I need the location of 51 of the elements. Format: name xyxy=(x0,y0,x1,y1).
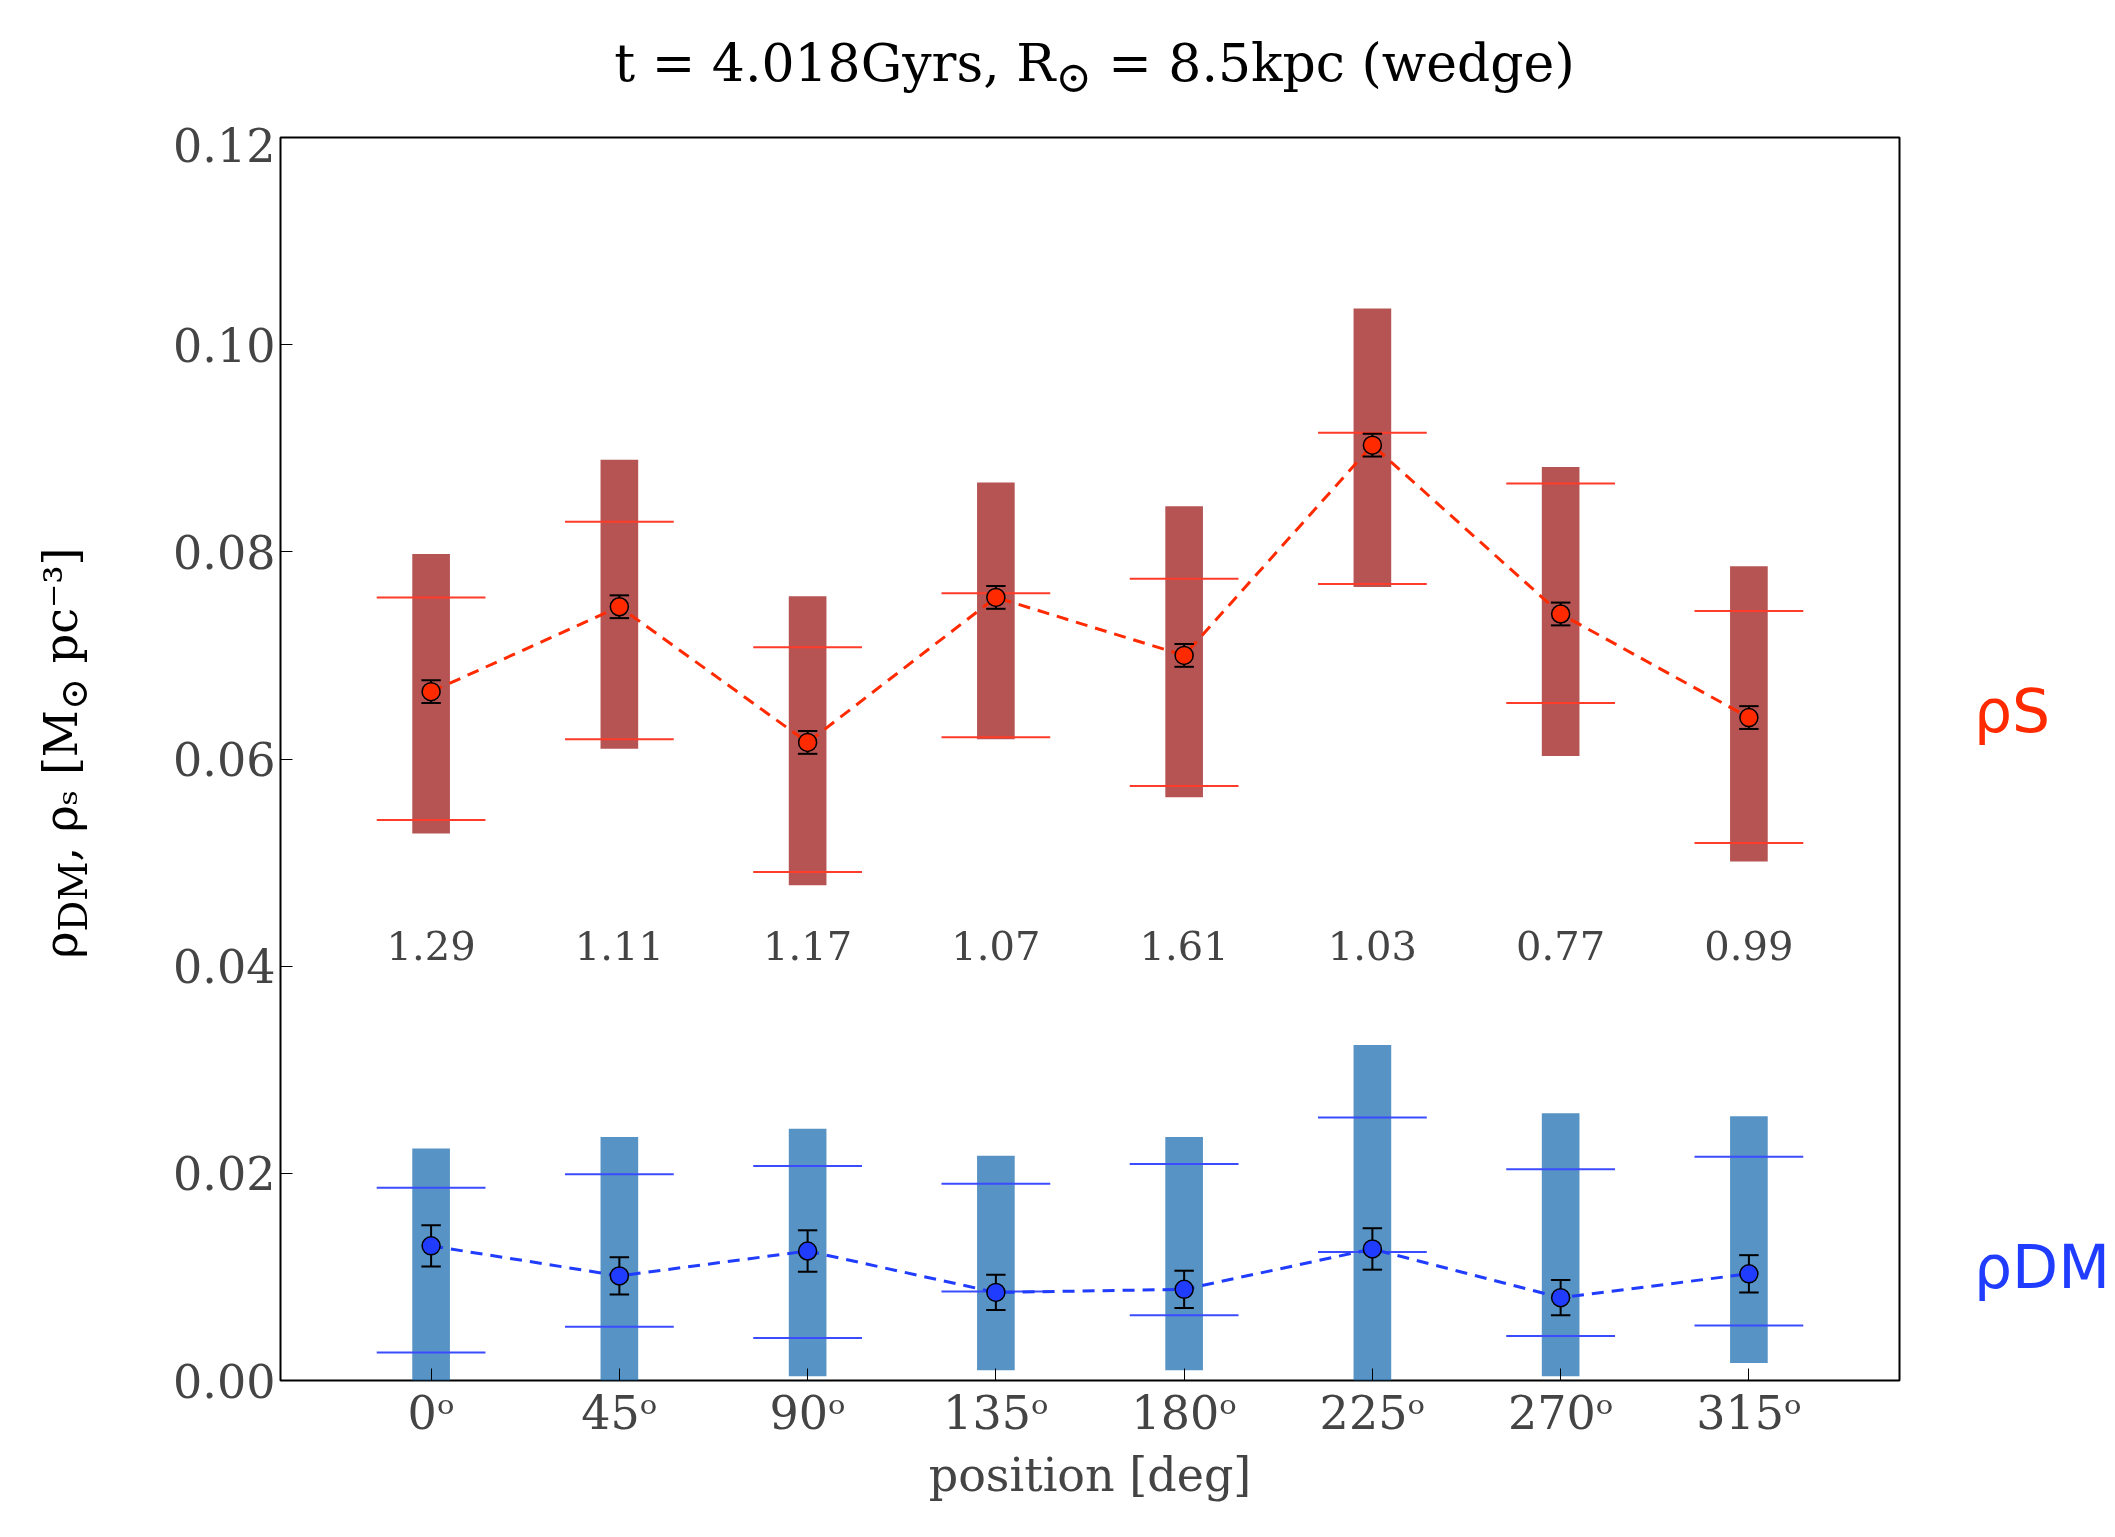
bar xyxy=(600,1137,639,1381)
bar xyxy=(1730,566,1768,862)
x-tick-label: 180ᵒ xyxy=(1131,1385,1237,1440)
x-tick-label: 0ᵒ xyxy=(407,1385,455,1440)
bar xyxy=(788,1128,827,1377)
y-tick-label: 0.04 xyxy=(173,940,276,995)
annotation: 1.17 xyxy=(763,922,853,969)
bar xyxy=(1541,466,1580,756)
annotation: 1.03 xyxy=(1327,922,1417,969)
text: ρDM xyxy=(1974,1231,2111,1305)
bar xyxy=(1165,1137,1203,1371)
point xyxy=(1739,1264,1759,1284)
annotation: 1.29 xyxy=(386,922,476,969)
y-tick-label: 0.02 xyxy=(173,1147,276,1202)
bar xyxy=(600,459,639,749)
point xyxy=(1550,1287,1571,1308)
y-tick-label: 0.00 xyxy=(173,1354,276,1409)
annotation: 0.99 xyxy=(1704,922,1794,969)
bar xyxy=(977,482,1015,740)
bar xyxy=(788,596,827,886)
x-tick-label: 315ᵒ xyxy=(1696,1385,1802,1440)
x-tick-label: 45ᵒ xyxy=(581,1385,658,1440)
y-tick-label: 0.10 xyxy=(173,318,276,373)
point xyxy=(1174,1279,1194,1300)
bar xyxy=(412,553,450,834)
bar xyxy=(1353,308,1392,588)
x-axis-title: position [deg] xyxy=(928,1447,1252,1502)
x-tick-label: 135ᵒ xyxy=(943,1385,1049,1440)
point xyxy=(986,1282,1006,1303)
y-tick-label: 0.06 xyxy=(173,733,276,787)
y-tick-label: 0.08 xyxy=(173,525,276,580)
annotation: 0.77 xyxy=(1516,922,1606,969)
point xyxy=(797,1241,818,1261)
chart-title: t = 4.018Gyrs, R$_{⊙}$ = 8.5kpc (wedge) xyxy=(614,32,1575,105)
x-tick-label: 90ᵒ xyxy=(769,1385,846,1440)
x-tick-label: 270ᵒ xyxy=(1507,1385,1614,1440)
bar xyxy=(1541,1113,1580,1377)
text: ρS xyxy=(1974,675,2051,749)
annotation: 1.61 xyxy=(1139,922,1229,969)
bar xyxy=(1730,1116,1768,1363)
bar xyxy=(1165,506,1203,798)
point xyxy=(421,1236,441,1256)
point xyxy=(1362,1239,1383,1259)
point xyxy=(609,1266,630,1286)
x-tick-label: 225ᵒ xyxy=(1319,1385,1426,1440)
bar xyxy=(1353,1044,1392,1381)
annotation: 1.07 xyxy=(951,922,1041,969)
y-tick-label: 0.12 xyxy=(173,118,276,173)
bar xyxy=(412,1148,450,1381)
annotation: 1.11 xyxy=(574,922,664,969)
bar xyxy=(977,1155,1015,1371)
